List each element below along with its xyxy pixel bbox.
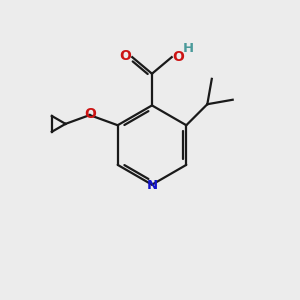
Text: N: N: [146, 179, 158, 192]
Text: O: O: [173, 50, 184, 64]
Text: H: H: [183, 42, 194, 55]
Text: O: O: [84, 107, 96, 121]
Text: O: O: [119, 49, 131, 63]
